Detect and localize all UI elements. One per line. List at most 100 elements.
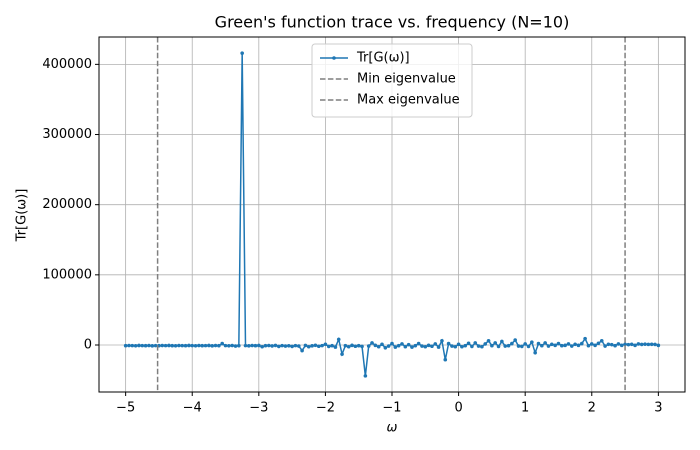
data-point <box>386 344 391 348</box>
data-point <box>400 342 404 346</box>
data-point <box>613 343 617 348</box>
data-point <box>147 343 151 348</box>
data-point <box>303 343 308 348</box>
data-point <box>423 344 428 349</box>
data-point <box>227 343 231 348</box>
data-point <box>503 344 508 348</box>
data-point <box>160 343 165 348</box>
data-point <box>536 341 541 346</box>
plot-layer <box>123 37 661 392</box>
data-point <box>250 343 254 348</box>
data-point <box>296 344 301 348</box>
data-point <box>413 343 418 348</box>
data-point <box>626 342 631 347</box>
x-tick-label: −5 <box>116 401 135 416</box>
data-point <box>576 343 581 348</box>
data-point <box>390 341 394 346</box>
legend-label: Max eigenvalue <box>357 93 460 108</box>
data-point <box>566 342 571 346</box>
x-tick-label: 3 <box>654 401 662 416</box>
data-point <box>596 341 601 346</box>
data-point <box>363 374 368 378</box>
data-point <box>550 342 554 347</box>
data-point <box>563 343 567 348</box>
data-point <box>336 337 341 342</box>
data-point <box>233 344 238 348</box>
data-point <box>213 343 218 348</box>
data-point <box>646 342 651 347</box>
data-point <box>586 343 591 348</box>
data-point <box>283 344 288 348</box>
data-point <box>466 341 471 346</box>
data-point <box>316 344 321 349</box>
data-point <box>197 343 201 348</box>
data-point <box>320 343 324 348</box>
x-tick-label: −4 <box>183 401 202 416</box>
data-point <box>290 344 294 349</box>
data-point <box>633 343 637 348</box>
data-point <box>480 344 484 349</box>
data-point <box>593 343 597 348</box>
data-point <box>280 343 284 348</box>
data-point <box>609 342 614 347</box>
data-point <box>310 344 314 348</box>
data-point <box>490 343 494 348</box>
x-tick-label: 0 <box>454 401 462 416</box>
data-point <box>406 342 411 347</box>
data-point <box>340 352 344 356</box>
data-point <box>523 342 527 346</box>
data-point <box>643 342 647 346</box>
data-point <box>370 341 374 345</box>
data-point <box>323 342 328 347</box>
data-point <box>177 343 181 348</box>
data-point <box>203 343 208 348</box>
data-point <box>416 341 421 346</box>
data-point <box>257 343 261 348</box>
legend: Tr[G(ω)] Min eigenvalue Max eigenvalue <box>311 43 473 118</box>
data-point <box>516 344 521 348</box>
data-point <box>583 336 587 341</box>
data-point <box>460 344 464 349</box>
data-point <box>426 343 431 348</box>
data-point <box>243 343 248 348</box>
data-point <box>137 343 141 348</box>
data-point <box>200 343 205 348</box>
data-point <box>276 344 281 349</box>
data-point <box>210 344 215 348</box>
data-point <box>360 344 364 349</box>
data-point <box>173 343 178 348</box>
data-point <box>573 342 577 347</box>
data-point <box>313 343 318 348</box>
data-point <box>530 340 534 344</box>
data-point <box>579 341 584 346</box>
data-point <box>463 343 468 348</box>
data-point <box>569 344 574 348</box>
data-point <box>546 344 551 348</box>
data-point <box>619 343 624 348</box>
data-point <box>543 341 547 345</box>
data-point <box>606 342 611 347</box>
data-point <box>483 342 488 346</box>
data-point <box>286 343 291 348</box>
data-point <box>366 344 371 348</box>
data-point <box>470 344 474 349</box>
data-point <box>133 343 138 348</box>
data-point <box>450 344 454 348</box>
x-tick-label: −3 <box>249 401 268 416</box>
data-point <box>270 344 274 348</box>
data-point <box>476 344 481 348</box>
data-point <box>207 343 211 348</box>
data-point <box>346 344 351 349</box>
data-point <box>127 343 131 348</box>
data-point <box>263 343 268 348</box>
data-point <box>649 342 654 347</box>
data-point <box>603 344 607 348</box>
data-point <box>163 343 168 348</box>
data-point <box>143 343 148 348</box>
data-point <box>167 343 171 348</box>
data-point <box>373 343 378 348</box>
data-point <box>383 346 388 350</box>
data-point <box>443 357 448 362</box>
data-point <box>636 342 641 346</box>
data-point <box>247 344 251 348</box>
